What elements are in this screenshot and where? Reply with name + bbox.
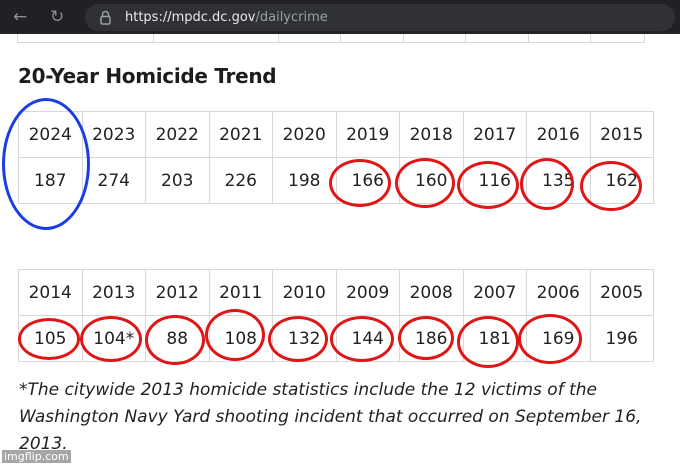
count-cell: 203 (145, 157, 210, 204)
year-cell: 2011 (208, 269, 273, 316)
year-cell: 2009 (335, 269, 400, 316)
reload-icon[interactable]: ↻ (50, 7, 65, 27)
count-cell: 105 (18, 315, 83, 362)
url-text[interactable]: https://mpdc.dc.gov/dailycrime (125, 10, 328, 25)
year-row: 2014 2013 2012 2011 2010 2009 2008 2007 … (18, 269, 654, 316)
year-cell: 2021 (208, 111, 273, 158)
count-row: 105 104* 88 108 132 144 186 181 169 196 (18, 315, 654, 362)
year-cell: 2013 (81, 269, 146, 316)
count-cell: 162 (589, 157, 654, 204)
page-title: 20-Year Homicide Trend (18, 64, 277, 88)
homicide-table-2024-2015: 2024 2023 2022 2021 2020 2019 2018 2017 … (18, 111, 654, 204)
count-cell: 186 (399, 315, 464, 362)
count-cell: 88 (145, 315, 210, 362)
count-cell: 196 (589, 315, 654, 362)
year-cell: 2010 (272, 269, 337, 316)
count-cell: 104* (81, 315, 146, 362)
year-cell: 2019 (335, 111, 400, 158)
year-cell: 2022 (145, 111, 210, 158)
count-cell: 135 (526, 157, 591, 204)
count-cell: 166 (335, 157, 400, 204)
url-path: /dailycrime (255, 10, 328, 25)
count-cell: 198 (272, 157, 337, 204)
browser-toolbar: ← ↻ https://mpdc.dc.gov/dailycrime (0, 0, 680, 34)
count-cell: 132 (272, 315, 337, 362)
count-cell: 116 (462, 157, 527, 204)
year-cell: 2012 (145, 269, 210, 316)
footnote-text: *The citywide 2013 homicide statistics i… (19, 380, 642, 454)
year-cell: 2015 (589, 111, 654, 158)
count-cell: 169 (526, 315, 591, 362)
year-cell: 2005 (589, 269, 654, 316)
previous-table-edge (17, 34, 645, 43)
arrow-left-icon[interactable]: ← (13, 7, 28, 27)
count-row: 187 274 203 226 198 166 160 116 135 162 (18, 157, 654, 204)
year-cell: 2014 (18, 269, 83, 316)
count-cell: 160 (399, 157, 464, 204)
year-cell: 2020 (272, 111, 337, 158)
watermark: imgflip.com (2, 450, 71, 463)
lock-icon (100, 10, 111, 25)
year-row: 2024 2023 2022 2021 2020 2019 2018 2017 … (18, 111, 654, 158)
year-cell: 2007 (462, 269, 527, 316)
count-cell: 181 (462, 315, 527, 362)
year-cell: 2018 (399, 111, 464, 158)
count-cell: 187 (18, 157, 83, 204)
url-host: https://mpdc.dc.gov (125, 10, 256, 25)
year-cell: 2017 (462, 111, 527, 158)
count-cell: 226 (208, 157, 273, 204)
year-cell: 2024 (18, 111, 83, 158)
page-content: 20-Year Homicide Trend 2024 2023 2022 20… (0, 34, 680, 466)
address-bar[interactable]: https://mpdc.dc.gov/dailycrime (85, 4, 675, 31)
year-cell: 2016 (526, 111, 591, 158)
year-cell: 2008 (399, 269, 464, 316)
year-cell: 2023 (81, 111, 146, 158)
homicide-table-2014-2005: 2014 2013 2012 2011 2010 2009 2008 2007 … (18, 269, 654, 362)
count-cell: 108 (208, 315, 273, 362)
year-cell: 2006 (526, 269, 591, 316)
count-cell: 274 (81, 157, 146, 204)
count-cell: 144 (335, 315, 400, 362)
